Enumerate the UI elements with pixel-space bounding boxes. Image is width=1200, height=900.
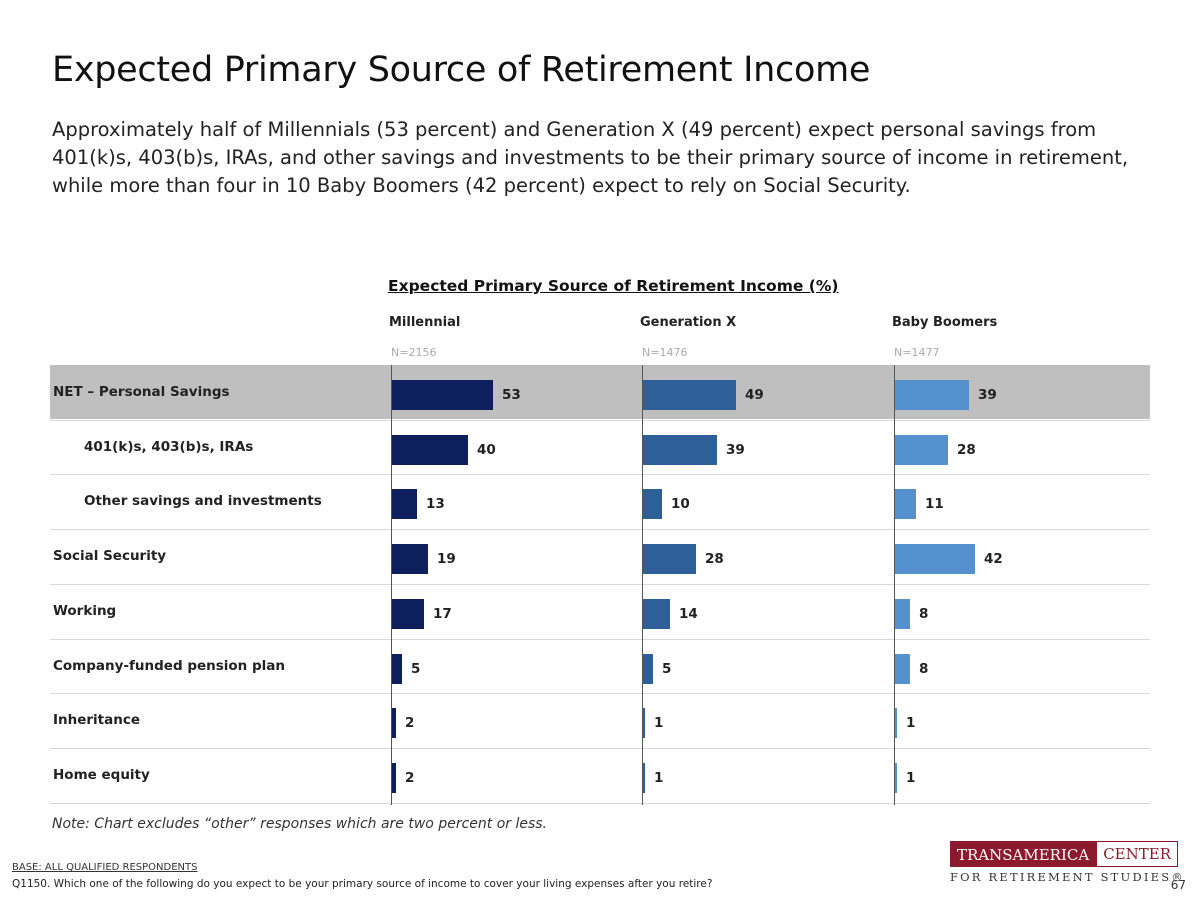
bar bbox=[643, 380, 737, 410]
row-separator bbox=[50, 748, 1150, 749]
bar-value-label: 49 bbox=[745, 387, 764, 403]
series-name: Millennial bbox=[389, 315, 461, 330]
row-separator bbox=[50, 803, 1150, 804]
bar-value-label: 53 bbox=[502, 387, 521, 403]
bar bbox=[895, 599, 911, 629]
bar-value-label: 2 bbox=[405, 715, 415, 731]
series-axis bbox=[894, 365, 895, 805]
bar bbox=[895, 380, 970, 410]
bar bbox=[895, 708, 897, 738]
bar-value-label: 10 bbox=[671, 496, 690, 512]
category-label: 401(k)s, 403(b)s, IRAs bbox=[84, 439, 254, 455]
bar bbox=[392, 599, 425, 629]
row-separator bbox=[50, 474, 1150, 475]
bar-value-label: 28 bbox=[957, 442, 976, 458]
series-axis bbox=[391, 365, 392, 805]
bar bbox=[895, 763, 897, 793]
series-name: Generation X bbox=[640, 315, 737, 330]
series-axis bbox=[642, 365, 643, 805]
page-subtitle: Approximately half of Millennials (53 pe… bbox=[52, 118, 1129, 197]
page-number: 67 bbox=[1170, 878, 1186, 892]
bar bbox=[643, 654, 653, 684]
logo-name-right: CENTER bbox=[1096, 841, 1179, 867]
bar bbox=[895, 544, 975, 574]
row-separator bbox=[50, 420, 1150, 421]
bar-value-label: 39 bbox=[726, 442, 745, 458]
bar-value-label: 11 bbox=[925, 496, 944, 512]
bar bbox=[392, 380, 493, 410]
bar-value-label: 1 bbox=[906, 715, 916, 731]
bar bbox=[392, 763, 396, 793]
bar-value-label: 1 bbox=[906, 770, 916, 786]
bar-value-label: 2 bbox=[405, 770, 415, 786]
bar bbox=[643, 435, 718, 465]
bar-value-label: 5 bbox=[411, 661, 421, 677]
bar bbox=[643, 708, 645, 738]
category-label: Home equity bbox=[53, 767, 150, 783]
bar-value-label: 17 bbox=[433, 606, 452, 622]
row-separator bbox=[50, 529, 1150, 530]
bar-value-label: 1 bbox=[654, 715, 664, 731]
category-label: Social Security bbox=[53, 548, 167, 564]
bar bbox=[643, 763, 645, 793]
bar-value-label: 13 bbox=[426, 496, 445, 512]
bar-value-label: 42 bbox=[984, 551, 1003, 567]
bar bbox=[392, 708, 396, 738]
series-name: Baby Boomers bbox=[892, 315, 998, 330]
base-text: BASE: ALL QUALIFIED RESPONDENTS bbox=[12, 862, 198, 873]
transamerica-logo: TRANSAMERICA CENTER FOR RETIREMENT STUDI… bbox=[950, 841, 1185, 884]
bar bbox=[643, 544, 697, 574]
bar-value-label: 8 bbox=[919, 606, 929, 622]
logo-name-left: TRANSAMERICA bbox=[950, 841, 1097, 867]
bar-value-label: 19 bbox=[437, 551, 456, 567]
bar-value-label: 28 bbox=[705, 551, 724, 567]
bar-value-label: 5 bbox=[662, 661, 672, 677]
bar bbox=[895, 435, 949, 465]
category-label: Inheritance bbox=[53, 712, 141, 728]
bar bbox=[392, 489, 417, 519]
chart-note: Note: Chart excludes “other” responses w… bbox=[52, 816, 548, 832]
row-separator bbox=[50, 639, 1150, 640]
bar bbox=[643, 599, 670, 629]
series-sample-size: N=1477 bbox=[894, 346, 940, 359]
bar bbox=[643, 489, 662, 519]
bar-value-label: 1 bbox=[654, 770, 664, 786]
bar-value-label: 40 bbox=[477, 442, 496, 458]
bar bbox=[392, 435, 468, 465]
row-separator bbox=[50, 693, 1150, 694]
question-text: Q1150. Which one of the following do you… bbox=[12, 878, 713, 890]
row-separator bbox=[50, 584, 1150, 585]
bar-value-label: 39 bbox=[978, 387, 997, 403]
bar bbox=[895, 489, 916, 519]
category-label: Other savings and investments bbox=[84, 493, 322, 509]
chart-title: Expected Primary Source of Retirement In… bbox=[388, 277, 839, 295]
bar bbox=[392, 544, 429, 574]
logo-tagline: FOR RETIREMENT STUDIES® bbox=[950, 870, 1185, 884]
bar-value-label: 8 bbox=[919, 661, 929, 677]
series-sample-size: N=2156 bbox=[391, 346, 437, 359]
bar-value-label: 14 bbox=[679, 606, 698, 622]
category-label: Company-funded pension plan bbox=[53, 658, 286, 674]
bar bbox=[895, 654, 911, 684]
category-label: Working bbox=[53, 603, 117, 619]
page-title: Expected Primary Source of Retirement In… bbox=[52, 50, 871, 90]
series-sample-size: N=1476 bbox=[642, 346, 688, 359]
bar bbox=[392, 654, 402, 684]
category-label: NET – Personal Savings bbox=[53, 384, 230, 400]
